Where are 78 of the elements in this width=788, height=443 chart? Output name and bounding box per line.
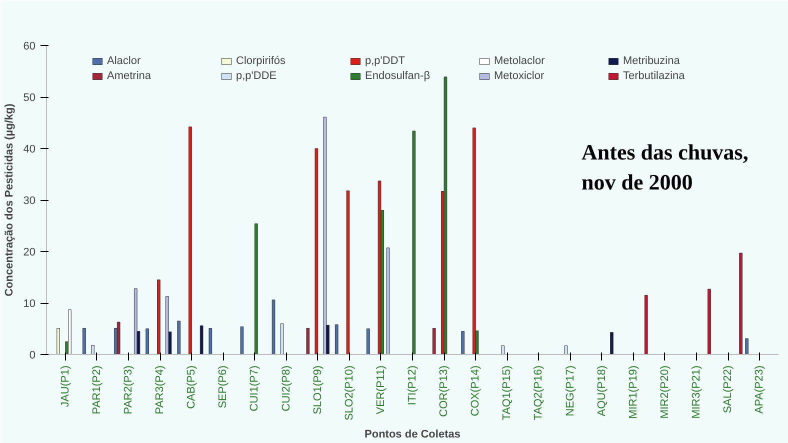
- bar: [208, 328, 212, 354]
- x-tick-label: COR(P13): [438, 366, 450, 417]
- bar: [188, 126, 192, 354]
- bar: [314, 148, 318, 354]
- y-tick-label: 30: [23, 195, 36, 207]
- bar: [610, 332, 614, 354]
- bar: [323, 116, 327, 354]
- bar: [366, 328, 370, 354]
- y-tick-label: 50: [23, 92, 36, 104]
- x-axis-title: Pontos de Coletas: [364, 428, 460, 441]
- bar: [82, 328, 86, 354]
- annotation: Antes das chuvas, nov de 2000: [582, 140, 748, 194]
- x-tick-label: MIR3(P21): [690, 365, 702, 419]
- x-tick-label: COX(P14): [470, 365, 482, 416]
- bar: [280, 323, 284, 354]
- bar: [461, 331, 464, 354]
- legend-label: Metolaclor: [494, 55, 546, 67]
- x-tick-label: PAR1(P2): [90, 365, 103, 414]
- x-tick-label: VER(P11): [374, 365, 387, 414]
- legend-label: Metoxiclor: [494, 70, 546, 82]
- bar: [166, 296, 169, 354]
- y-tick-label: 0: [29, 350, 36, 362]
- y-axis-title: Concentração dos Pesticidas (µg/kg): [3, 103, 16, 296]
- x-tick-label: PAR3(P4): [154, 365, 166, 414]
- bar: [116, 322, 120, 354]
- x-tick-label: CUI1(P7): [248, 366, 261, 412]
- x-tick-label: MIR2(P20): [658, 365, 671, 419]
- bar: [501, 345, 505, 354]
- bar: [240, 326, 244, 354]
- x-tick-label: CAB(P5): [186, 365, 198, 409]
- x-tick-label: MIR1(P19): [627, 365, 640, 419]
- legend-label: Ametrina: [107, 70, 152, 82]
- legend-label: p,p'DDE: [236, 70, 278, 82]
- bar: [177, 320, 181, 354]
- y-tick-label: 60: [23, 40, 36, 52]
- legend-label: Clorpirifós: [236, 55, 287, 67]
- bar: [739, 252, 742, 354]
- legend-label: Endosulfan-β: [365, 70, 432, 82]
- bar: [745, 338, 748, 354]
- x-tick-label: ITI(P12): [406, 365, 418, 406]
- x-tick-label: SEP(P6): [217, 365, 230, 408]
- legend-label: Terbutilazina: [623, 70, 686, 82]
- x-tick-label: JAU(P1): [59, 366, 72, 408]
- bar: [472, 128, 476, 354]
- y-tick-label: 10: [23, 298, 36, 310]
- legend-label: Metribuzina: [623, 55, 681, 67]
- bar: [68, 309, 72, 354]
- bar: [156, 280, 160, 354]
- x-tick-label: SLO1(P9): [312, 365, 324, 414]
- legend-label: Alaclor: [107, 55, 142, 67]
- x-tick-label: NEG(P17): [564, 365, 576, 416]
- x-tick-label: APA(P23): [754, 366, 766, 414]
- x-tick-label: SLO2(P10): [343, 365, 356, 421]
- x-tick-label: TAQ1(P15): [501, 366, 514, 420]
- bar: [644, 295, 648, 354]
- x-tick-label: SAL(P22): [722, 365, 734, 414]
- bar: [56, 328, 60, 354]
- bar: [708, 288, 711, 354]
- x-tick-label: PAR2(P3): [122, 365, 135, 414]
- bar: [146, 328, 149, 354]
- bar: [134, 288, 138, 354]
- x-tick-label: AQU(P18): [596, 365, 608, 416]
- y-tick-label: 20: [23, 246, 36, 258]
- bar: [412, 130, 416, 354]
- bar: [386, 248, 390, 354]
- bar: [272, 300, 276, 354]
- bar: [306, 328, 310, 354]
- bar: [444, 76, 448, 354]
- bar: [200, 325, 204, 354]
- x-tick-label: TAQ2(P16): [532, 366, 545, 420]
- bar: [346, 190, 350, 354]
- y-tick-label: 40: [23, 144, 36, 156]
- bar: [254, 223, 258, 354]
- bar: [432, 328, 436, 354]
- bar: [91, 344, 94, 354]
- bar: [334, 324, 338, 354]
- x-tick-label: CUI2(P8): [280, 366, 292, 412]
- legend-label: p,p'DDT: [365, 55, 406, 67]
